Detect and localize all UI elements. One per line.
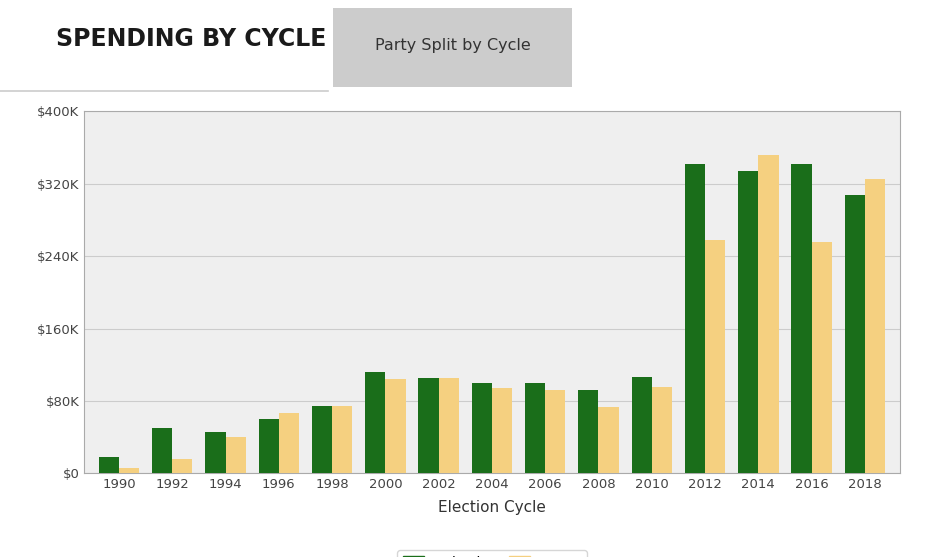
Bar [524,383,545,473]
Legend: Raised, Spent: Raised, Spent [397,550,586,557]
Bar [811,242,831,473]
Text: SPENDING BY CYCLE: SPENDING BY CYCLE [56,27,327,51]
Bar [331,407,352,473]
Bar [578,390,598,473]
Bar [631,377,651,473]
FancyBboxPatch shape [332,8,571,87]
Bar [757,155,778,473]
Bar [205,432,226,473]
Bar [365,372,385,473]
Bar [491,388,512,473]
Bar [791,164,811,473]
Bar [279,413,299,473]
Bar [98,457,119,473]
Bar [864,179,885,473]
Bar [738,171,757,473]
Bar [438,378,459,473]
Bar [651,388,671,473]
Bar [418,378,438,473]
Bar [226,437,245,473]
Bar [119,468,139,473]
Bar [598,407,618,473]
Bar [152,428,172,473]
Bar [545,390,564,473]
Bar [471,383,491,473]
Bar [684,164,704,473]
Bar [704,240,724,473]
Bar [385,379,405,473]
Bar [312,407,331,473]
Bar [172,459,192,473]
Bar [843,194,864,473]
Bar [258,419,279,473]
X-axis label: Election Cycle: Election Cycle [437,500,546,515]
Text: Party Split by Cycle: Party Split by Cycle [374,38,530,53]
